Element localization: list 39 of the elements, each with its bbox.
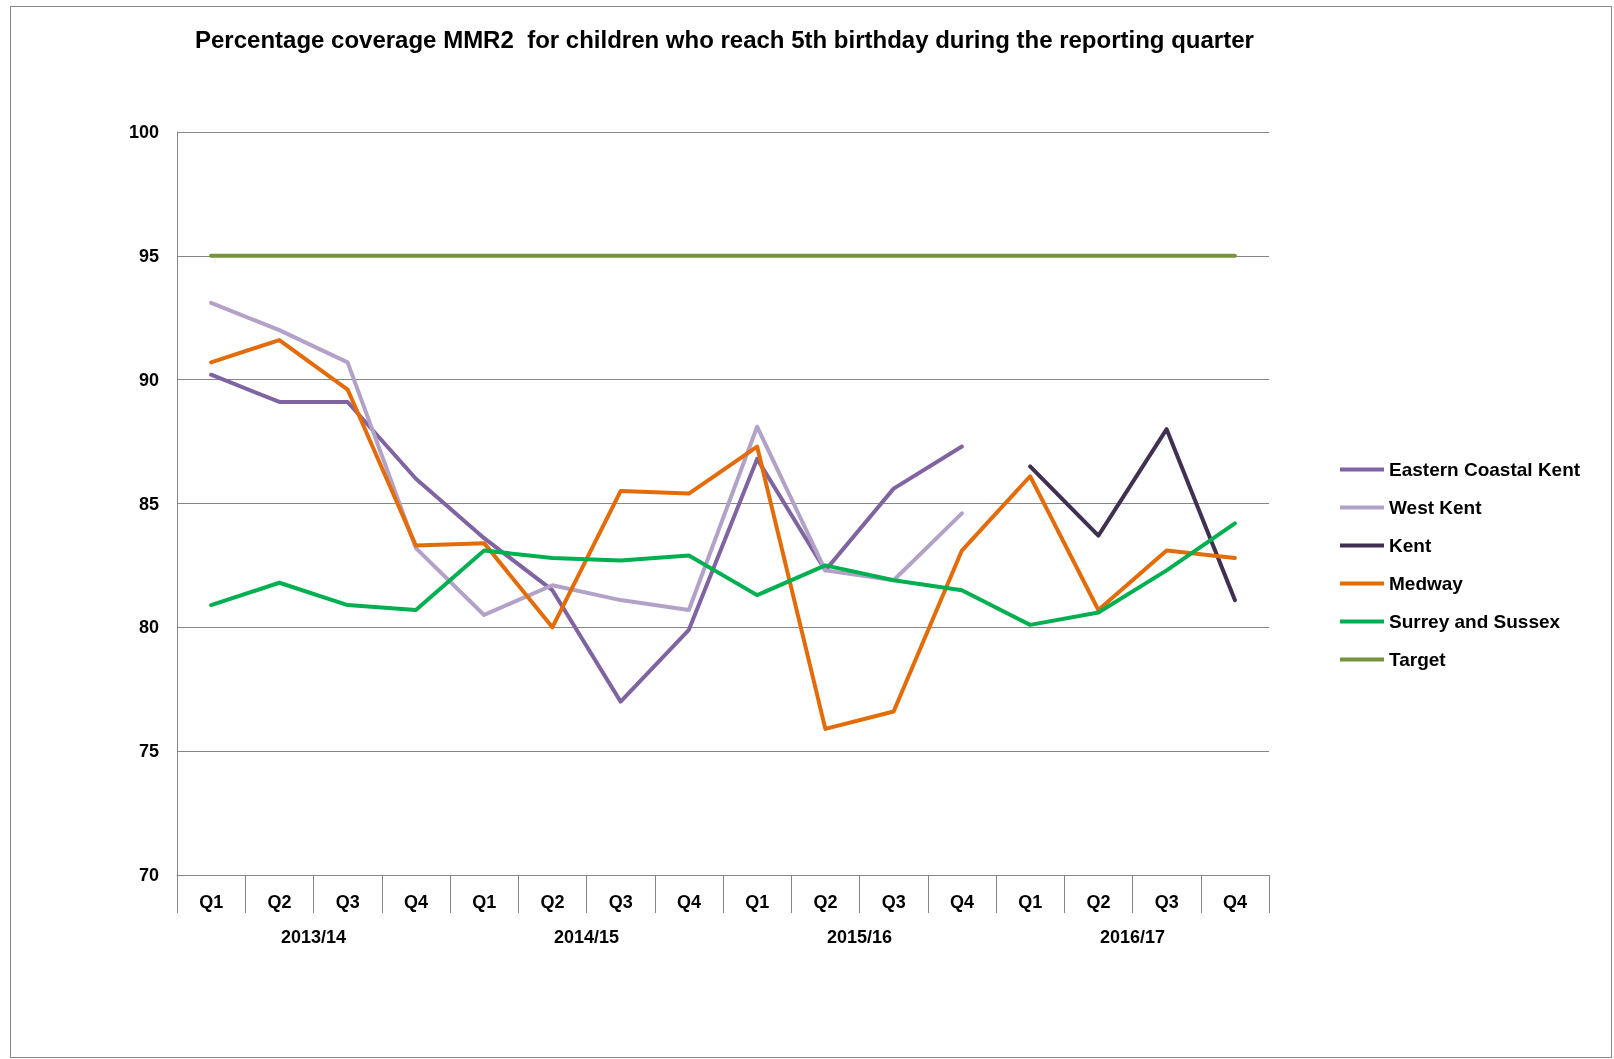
legend-label: Target bbox=[1389, 649, 1447, 670]
x-tick-label: Q4 bbox=[676, 892, 701, 912]
legend-label: Medway bbox=[1389, 573, 1464, 594]
y-tick-label: 100 bbox=[128, 122, 159, 142]
y-tick-label: 70 bbox=[138, 865, 159, 885]
x-tick-label: Q4 bbox=[1222, 892, 1247, 912]
x-tick-label: Q2 bbox=[813, 892, 838, 912]
chart-title: Percentage coverage MMR2 for children who reach 5th birthday during the reporting quarter bbox=[195, 25, 1254, 53]
line-series bbox=[209, 521, 1237, 627]
y-tick-label: 75 bbox=[138, 741, 159, 762]
x-tick-label: Q3 bbox=[881, 892, 906, 912]
legend-label: West Kent bbox=[1389, 497, 1483, 518]
x-tick-label: Q3 bbox=[1154, 892, 1179, 912]
x-tick-label: Q2 bbox=[540, 892, 565, 912]
x-tick-label: Q3 bbox=[608, 892, 633, 912]
x-tick-label: Q1 bbox=[472, 892, 497, 912]
x-tick-label: Q2 bbox=[1086, 892, 1111, 912]
line-series bbox=[209, 300, 964, 617]
x-tick-label: Q1 bbox=[199, 892, 224, 912]
x-tick-label: Q1 bbox=[745, 892, 770, 912]
x-tick-label: Q2 bbox=[267, 892, 292, 912]
text: 2014/15 bbox=[553, 927, 620, 947]
text: 2016/17 bbox=[1099, 927, 1166, 947]
x-tick-label: Q4 bbox=[403, 892, 428, 912]
legend-label: Surrey and Sussex bbox=[1389, 611, 1561, 632]
y-tick-label: 80 bbox=[138, 617, 159, 638]
legend-label: Eastern Coastal Kent bbox=[1389, 459, 1581, 480]
line-series bbox=[209, 372, 964, 704]
line-series bbox=[209, 338, 1237, 731]
legend-label: Kent bbox=[1389, 535, 1432, 556]
line-series bbox=[1028, 427, 1237, 603]
y-tick-label: 95 bbox=[138, 245, 159, 266]
x-tick-label: Q1 bbox=[1018, 892, 1043, 912]
x-tick-label: Q3 bbox=[335, 892, 360, 912]
y-tick-label: 90 bbox=[138, 369, 159, 390]
x-tick-label: Q4 bbox=[949, 892, 974, 912]
text: 2015/16 bbox=[826, 927, 893, 947]
y-tick-label: 85 bbox=[138, 493, 159, 514]
text: 2013/14 bbox=[280, 927, 347, 947]
